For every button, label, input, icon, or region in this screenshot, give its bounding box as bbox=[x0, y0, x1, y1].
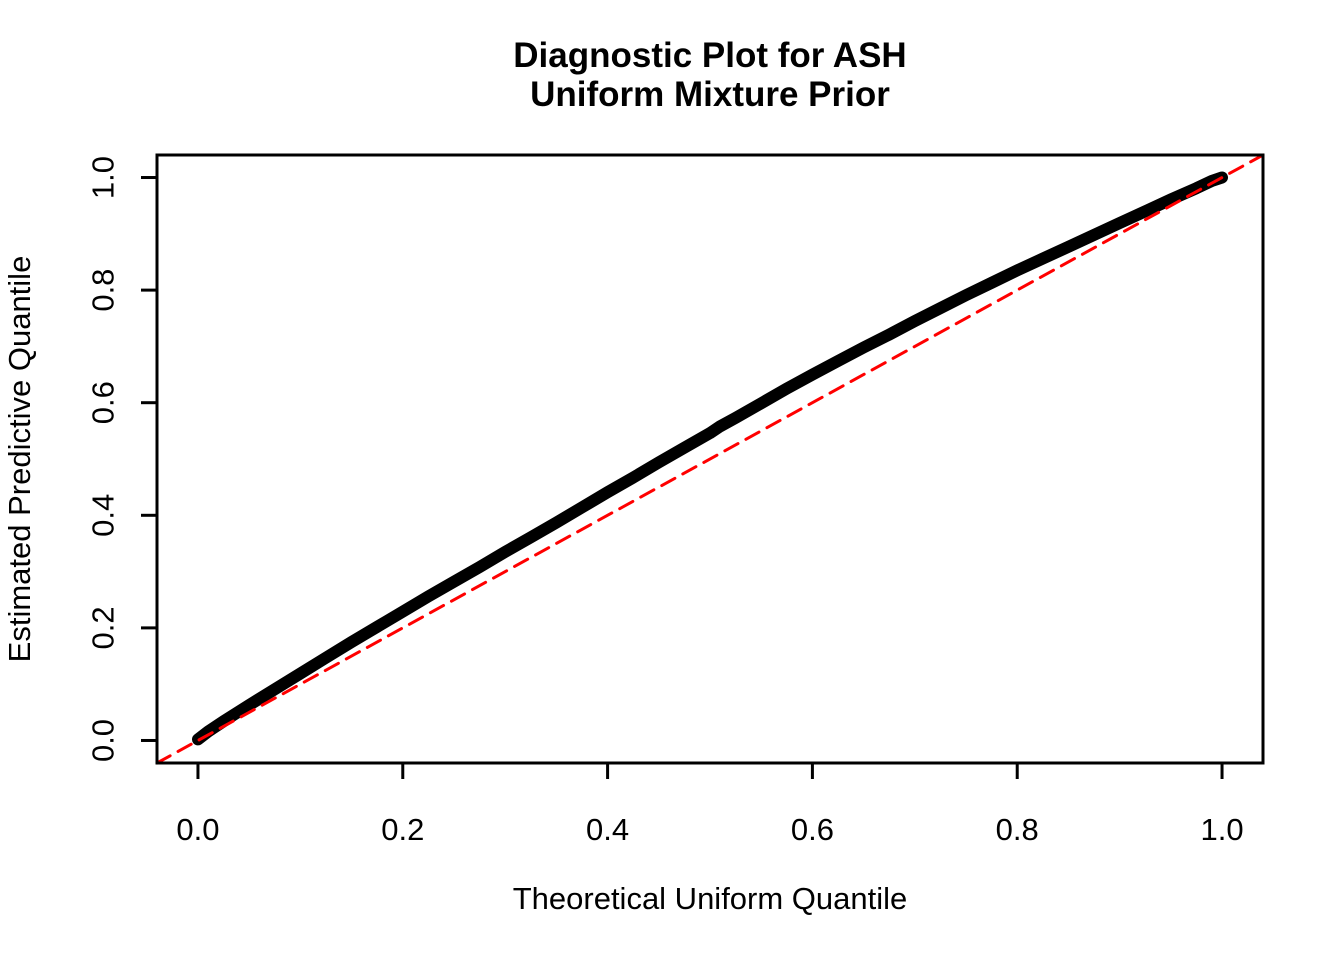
x-axis-tick-label: 0.4 bbox=[586, 812, 629, 847]
x-axis-tick-label: 0.0 bbox=[176, 812, 219, 847]
y-axis-tick-label: 1.0 bbox=[86, 156, 121, 199]
x-axis-tick-label: 0.2 bbox=[381, 812, 424, 847]
x-axis-label: Theoretical Uniform Quantile bbox=[512, 881, 908, 916]
estimated-predictive-quantile-curve bbox=[192, 171, 1228, 746]
chart-title: Diagnostic Plot for ASH Uniform Mixture … bbox=[157, 36, 1263, 114]
y-axis-tick-label: 0.2 bbox=[86, 606, 121, 649]
chart-title-line2: Uniform Mixture Prior bbox=[530, 75, 890, 114]
y-axis-tick-label: 0.0 bbox=[86, 719, 121, 762]
x-axis-tick-label: 1.0 bbox=[1200, 812, 1243, 847]
reference-diagonal-y-equals-x bbox=[155, 153, 1265, 765]
x-axis-tick-label: 0.8 bbox=[996, 812, 1039, 847]
plot-box bbox=[155, 153, 1265, 765]
y-axis-tick-label: 0.4 bbox=[86, 494, 121, 537]
x-axis-tick-label: 0.6 bbox=[791, 812, 834, 847]
chart-title-line1: Diagnostic Plot for ASH bbox=[513, 36, 907, 75]
y-axis-tick-label: 0.6 bbox=[86, 381, 121, 424]
y-axis-tick-label: 0.8 bbox=[86, 269, 121, 312]
